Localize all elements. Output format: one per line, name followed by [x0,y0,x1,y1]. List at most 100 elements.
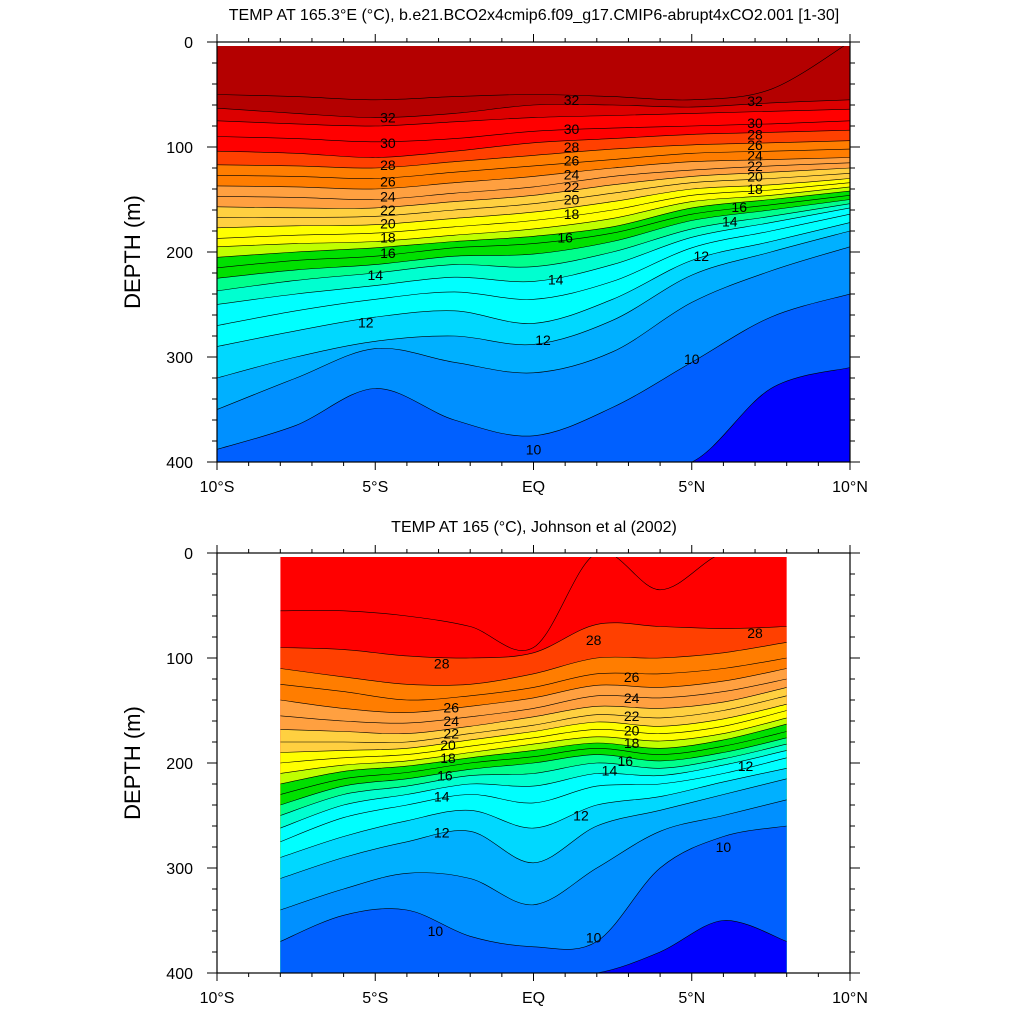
axis-ticks-bottom: 10°S 5°S EQ 5°N 10°N 0 100 200 300 400 [166,545,868,1007]
contour-label: 22 [747,158,763,174]
isotherm-22 [217,178,850,229]
isotherm-28 [217,140,850,169]
contour-label: 30 [747,115,763,131]
isotherm-24 [280,687,787,735]
isotherm-11 [217,246,850,410]
isotherm-10 [280,825,787,950]
isotherm-25 [217,162,850,200]
isotherm-33 [217,46,845,101]
isotherm-10 [217,293,850,450]
contour-label: 28 [380,157,396,173]
y-axis-label-bottom: DEPTH (m) [120,706,145,820]
contour-label: 14 [602,762,618,778]
contour-label: 22 [443,726,459,742]
isotherm-23 [280,695,787,743]
panel-top: TEMP AT 165.3°E (°C), b.e21.BCO2x4cmip6.… [120,7,868,496]
y-tick-label: 300 [166,350,193,367]
contour-label: 16 [380,245,396,261]
y-tick-label: 0 [184,35,193,52]
contour-label: 10 [428,923,444,939]
contour-label: 12 [573,808,589,824]
contour-label: 28 [434,655,450,671]
isotherm-27 [217,148,850,179]
isotherm-17 [217,199,850,279]
isotherm-9 [280,920,787,973]
contour-label: 18 [440,750,456,766]
contour-label: 24 [380,188,396,204]
isotherm-24 [217,167,850,209]
isotherm-25 [280,678,787,724]
contour-label: 28 [564,139,580,155]
contour-label: 30 [380,135,396,151]
isotherm-18 [217,195,850,269]
isotherm-12 [217,230,850,379]
panel-title-bottom: TEMP AT 165 (°C), Johnson et al (2002) [391,519,677,536]
contour-label: 26 [443,699,459,715]
contour-fills-bottom [280,557,787,973]
contour-label: 20 [747,168,763,184]
contour-label: 18 [380,229,396,245]
isotherm-27 [280,657,787,701]
contour-label: 16 [617,753,633,769]
isotherm-26 [217,157,850,190]
contour-label: 26 [624,669,640,685]
isotherm-15 [280,750,787,829]
isotherm-13 [217,222,850,347]
isotherm-16 [217,203,850,292]
contour-label: 26 [747,137,763,153]
contour-label: 12 [738,758,754,774]
contour-label: 26 [380,174,396,190]
y-tick-label: 200 [166,245,193,262]
contour-label: 12 [434,824,450,840]
contour-label: 28 [586,632,602,648]
isotherm-16 [280,743,787,816]
isotherm-18 [280,731,787,795]
contour-label: 28 [747,126,763,142]
isotherm-14 [280,757,787,843]
y-tick-label: 300 [166,861,193,878]
contour-label: 26 [564,153,580,169]
x-tick-label: EQ [522,990,545,1007]
contour-label: 28 [747,625,763,641]
contour-label: 16 [437,768,453,784]
contour-label: 18 [624,735,640,751]
contour-label: 22 [564,179,580,195]
contour-label: 10 [526,441,542,457]
y-axis-label-top: DEPTH (m) [120,195,145,309]
contour-label: 20 [624,722,640,738]
contour-label: 12 [693,248,709,264]
x-tick-label: 10°N [832,479,868,496]
isotherm-31 [217,108,850,127]
isotherm-30 [217,120,850,143]
contour-label: 12 [535,332,551,348]
isotherm-13 [280,768,787,858]
contour-label: 14 [548,271,564,287]
x-tick-label: 5°N [678,479,705,496]
isotherm-23 [217,173,850,218]
contour-label: 14 [434,789,450,805]
band-below-9 [280,920,787,973]
isotherm-32 [217,99,850,118]
contour-label: 30 [564,121,580,137]
band-below-10 [217,294,850,462]
x-tick-label: 10°S [200,479,235,496]
contour-lines-bottom [280,557,787,973]
isotherm-20 [280,717,787,774]
panel-bottom: TEMP AT 165 (°C), Johnson et al (2002) 2… [120,519,868,1007]
y-tick-label: 100 [166,140,193,157]
band-below-10 [280,826,787,973]
contour-label: 24 [564,166,580,182]
y-tick-label: 200 [166,756,193,773]
x-tick-label: 5°N [678,990,705,1007]
isotherm-19 [280,723,787,785]
contour-lines-top [217,46,850,462]
isotherm-14 [217,213,850,326]
y-tick-label: 400 [166,966,193,983]
contour-label: 18 [564,206,580,222]
band-below-9 [217,367,850,462]
isotherm-11 [280,799,787,911]
x-tick-label: 10°N [832,990,868,1007]
isotherm-17 [280,737,787,806]
